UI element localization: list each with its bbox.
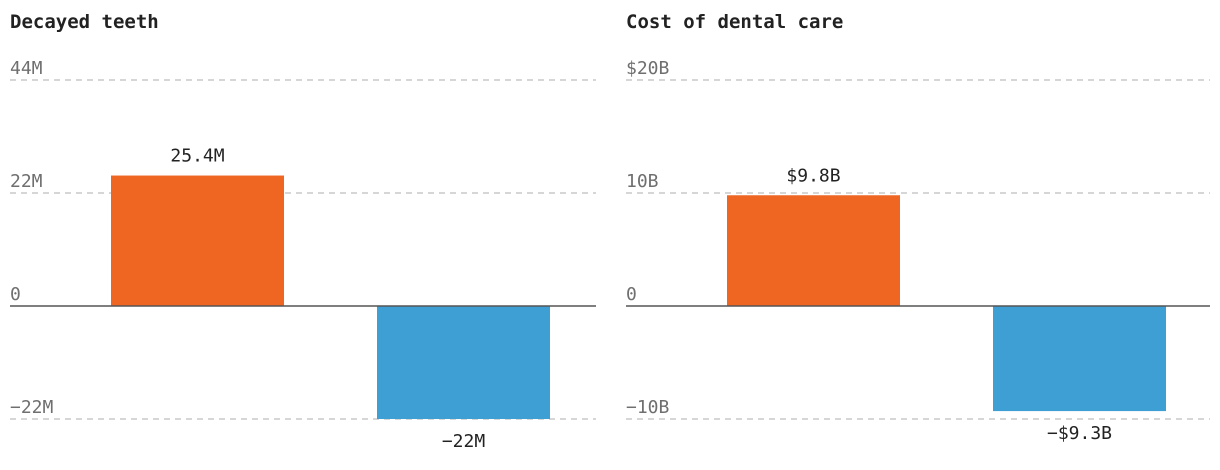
bar-decrease: [993, 306, 1166, 412]
y-tick-label: −22M: [10, 397, 54, 418]
y-tick-label: −10B: [626, 397, 669, 418]
chart-title: Decayed teeth: [10, 11, 159, 33]
dental-cost-chart: $20B 10B 0 −10B $9.8B −$9.3B: [626, 58, 1210, 444]
y-tick-label: 44M: [10, 58, 43, 79]
decayed-teeth-panel: Decayed teeth 44M 22M 0 −22M 25.4M −22M: [10, 0, 596, 470]
bar-increase: [727, 195, 900, 306]
data-label-decrease: −$9.3B: [1047, 423, 1112, 444]
y-tick-label: 10B: [626, 171, 659, 192]
chart-title: Cost of dental care: [626, 11, 844, 33]
y-tick-label: 0: [626, 284, 637, 305]
y-tick-label: 0: [10, 284, 21, 305]
dental-cost-panel: Cost of dental care $20B 10B 0 −10B $9.8B −$9…: [626, 0, 1210, 470]
bar-increase: [111, 175, 284, 306]
y-tick-label: $20B: [626, 58, 669, 79]
data-label-increase: 25.4M: [170, 146, 224, 167]
data-label-increase: $9.8B: [786, 165, 840, 186]
bar-decrease: [377, 306, 550, 419]
y-tick-label: 22M: [10, 171, 43, 192]
data-label-decrease: −22M: [442, 431, 486, 452]
decayed-teeth-chart: 44M 22M 0 −22M 25.4M −22M: [10, 58, 596, 452]
